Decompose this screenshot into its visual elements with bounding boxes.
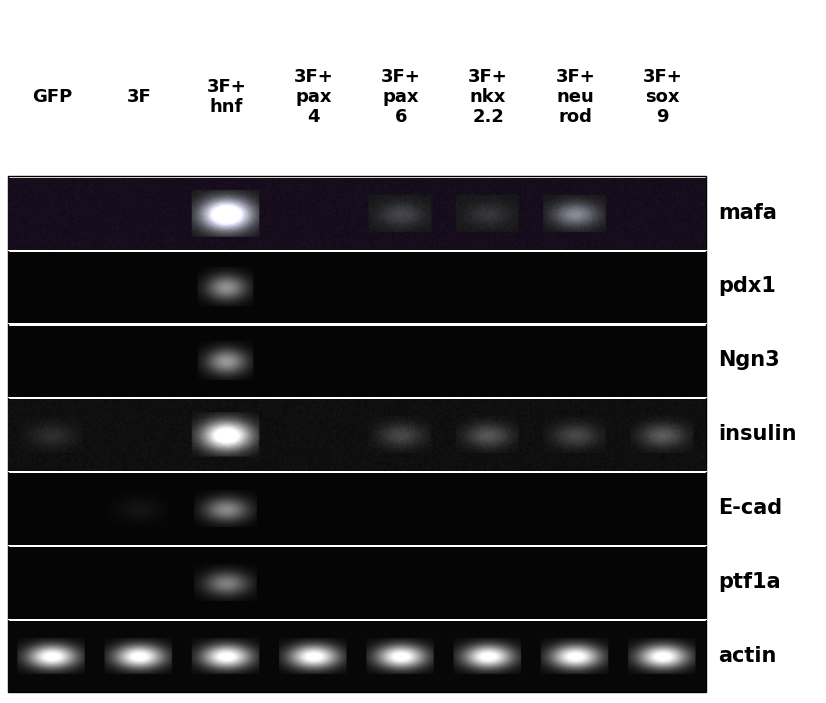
- Text: 3F+
neu
rod: 3F+ neu rod: [556, 67, 596, 126]
- Text: insulin: insulin: [719, 424, 797, 444]
- Text: 3F+
nkx
2.2: 3F+ nkx 2.2: [468, 67, 508, 126]
- Text: Ngn3: Ngn3: [719, 350, 781, 370]
- Bar: [8, 176, 706, 692]
- Text: 3F+
pax
4: 3F+ pax 4: [294, 67, 334, 126]
- Text: GFP: GFP: [31, 88, 72, 105]
- Text: E-cad: E-cad: [719, 498, 783, 518]
- Text: 3F+
sox
9: 3F+ sox 9: [643, 67, 682, 126]
- Text: 3F: 3F: [126, 88, 151, 105]
- Text: ptf1a: ptf1a: [719, 572, 781, 592]
- Text: 3F+
hnf: 3F+ hnf: [206, 77, 246, 116]
- Text: pdx1: pdx1: [719, 276, 776, 297]
- Text: mafa: mafa: [719, 202, 777, 223]
- Text: 3F+
pax
6: 3F+ pax 6: [381, 67, 420, 126]
- Text: actin: actin: [719, 645, 777, 666]
